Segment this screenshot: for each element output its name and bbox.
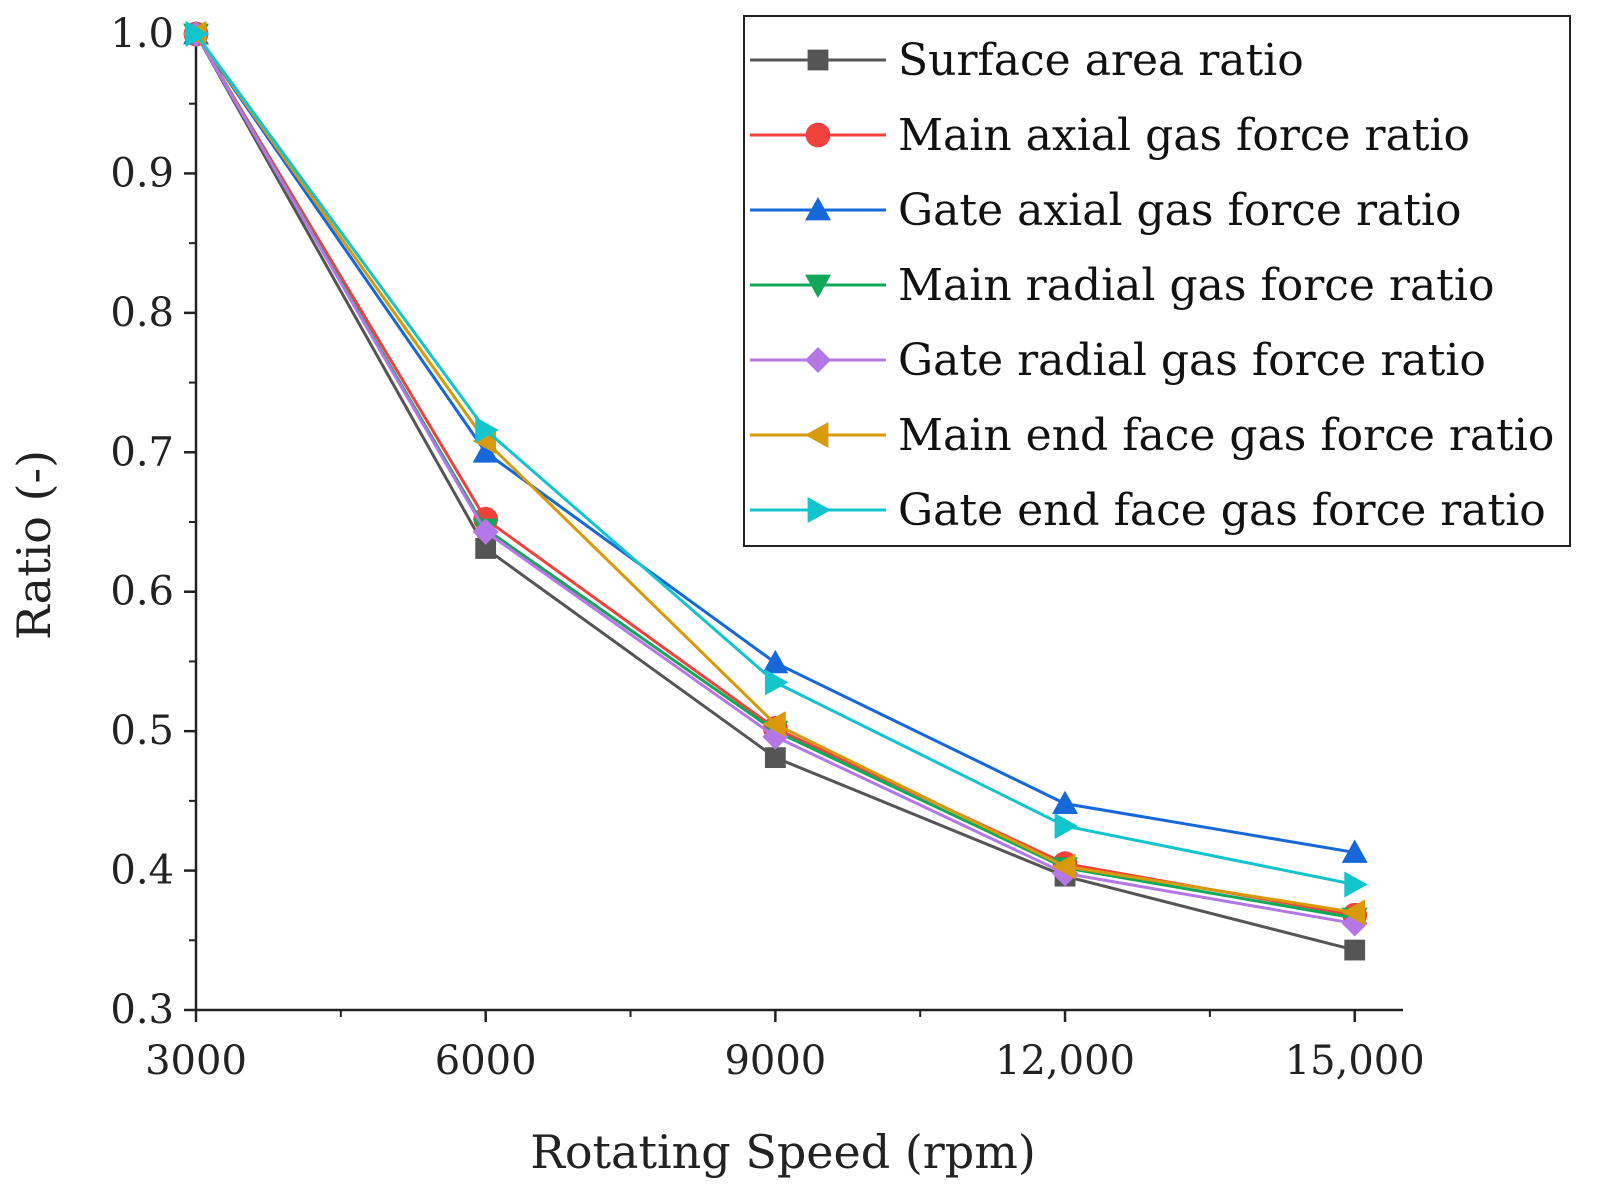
data-point — [1052, 790, 1079, 815]
legend-label: Gate axial gas force ratio — [898, 185, 1461, 236]
data-point — [1341, 839, 1368, 863]
data-point — [475, 538, 497, 559]
x-tick-label: 15,000 — [1285, 1038, 1425, 1084]
legend-item: Gate radial gas force ratio — [750, 335, 1486, 386]
data-point — [764, 747, 786, 769]
data-point — [472, 439, 499, 463]
y-tick-label: 0.7 — [110, 429, 174, 475]
x-tick-label: 12,000 — [995, 1038, 1135, 1084]
data-point — [472, 518, 499, 545]
legend-item: Gate end face gas force ratio — [750, 485, 1546, 536]
data-point — [762, 711, 786, 738]
legend-label: Gate end face gas force ratio — [898, 485, 1546, 536]
legend-item: Main radial gas force ratio — [750, 260, 1494, 311]
data-point — [1344, 939, 1366, 961]
legend-item: Main end face gas force ratio — [750, 410, 1554, 461]
series-7 — [185, 21, 1368, 898]
legend-marker — [807, 497, 831, 523]
data-point — [185, 21, 209, 47]
axes: 0.3 0.4 0.5 0.6 0.7 0.8 0.9 1.0 3000 6000 9000 12,0… — [110, 11, 1424, 1084]
series-6 — [183, 21, 1366, 926]
data-point — [764, 669, 789, 696]
data-point — [1052, 853, 1076, 880]
data-point — [1344, 871, 1368, 898]
legend: Surface area ratio Main axial gas force r… — [743, 15, 1571, 547]
legend-marker — [805, 422, 829, 448]
legend-item: Main axial gas force ratio — [750, 110, 1470, 161]
legend-marker — [805, 122, 831, 148]
legend-marker — [805, 347, 831, 373]
y-tick-label: 0.3 — [110, 987, 174, 1033]
legend-item: Gate axial gas force ratio — [750, 185, 1461, 236]
legend-label: Main axial gas force ratio — [898, 110, 1470, 161]
legend-label: Surface area ratio — [898, 35, 1304, 86]
legend-label: Main end face gas force ratio — [898, 410, 1554, 461]
data-point — [1341, 899, 1366, 926]
x-tick-label: 3000 — [145, 1038, 247, 1084]
legend-label: Gate radial gas force ratio — [898, 335, 1486, 386]
y-tick-label: 0.9 — [110, 150, 174, 196]
legend-label: Main radial gas force ratio — [898, 260, 1494, 311]
x-tick-label: 9000 — [724, 1038, 826, 1084]
legend-item: Surface area ratio — [750, 35, 1304, 86]
series-layer — [183, 21, 1368, 961]
legend-marker — [805, 274, 831, 298]
data-point — [475, 416, 499, 443]
y-tick-label: 0.8 — [110, 290, 174, 336]
y-tick-label: 0.6 — [110, 569, 174, 615]
y-tick-label: 0.4 — [110, 848, 174, 894]
x-axis-title: Rotating Speed (rpm) — [530, 1125, 1036, 1179]
legend-box — [743, 15, 1571, 547]
y-tick-label: 1.0 — [110, 11, 174, 57]
data-point — [762, 649, 789, 674]
data-point — [1054, 812, 1079, 839]
x-tick-label: 6000 — [435, 1038, 537, 1084]
legend-marker — [807, 49, 829, 71]
y-tick-label: 0.5 — [110, 708, 174, 754]
legend-marker — [805, 197, 831, 221]
y-axis-title: Ratio (-) — [7, 450, 61, 640]
